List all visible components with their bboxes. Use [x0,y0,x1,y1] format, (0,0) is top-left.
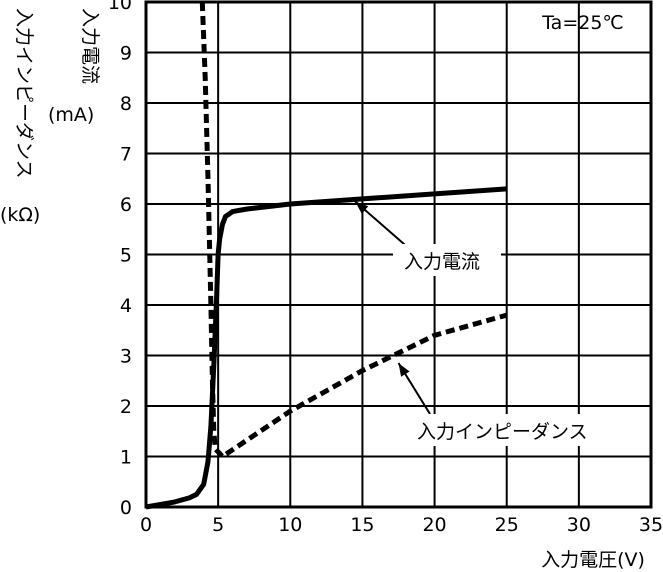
x-tick-label: 10 [278,514,302,536]
y-tick-label: 3 [120,346,132,368]
x-axis-label: 入力電圧(V) [541,549,645,571]
annotation-impedance-label: 入力インピーダンス [417,421,588,443]
y-tick-labels: 0 1 2 3 4 5 6 7 8 9 10 [108,0,132,519]
x-tick-label: 35 [639,514,663,536]
y-tick-label: 7 [120,144,132,166]
y-tick-label: 4 [120,295,132,317]
x-tick-label: 25 [495,514,519,536]
annotation-arrowhead [398,363,410,377]
annotation-bg-current [393,244,501,276]
y-tick-label: 9 [120,43,132,65]
y-tick-label: 0 [120,497,132,519]
y-tick-label: 2 [120,396,132,418]
x-tick-label: 15 [350,514,374,536]
annotation-bg-impedance [408,414,608,446]
annotations [354,200,431,415]
y-tick-label: 1 [120,447,132,469]
condition-label: Ta=25℃ [541,12,624,34]
y2-axis-label-line1: 入力インピーダンス [13,8,35,179]
annotation-current-label: 入力電流 [404,251,480,273]
y-axis-label-line1: 入力電流 [79,8,101,84]
y-tick-label: 10 [108,0,132,14]
series-group [145,1,508,510]
annotation-arrowhead [355,201,369,214]
y-tick-label: 8 [120,93,132,115]
y-tick-label: 6 [120,194,132,216]
x-tick-label: 0 [140,514,152,536]
x-tick-labels: 0 5 10 15 20 25 30 35 [140,514,663,536]
y-tick-label: 5 [120,245,132,267]
x-tick-label: 20 [422,514,446,536]
y2-axis-label-line2: (kΩ) [0,204,40,226]
y-axis-label-line2: (mA) [48,104,94,126]
x-tick-label: 30 [567,514,591,536]
x-tick-label: 5 [212,514,224,536]
impedance-series-line [199,1,508,459]
plot-frame [144,0,653,509]
current-series-line [145,186,507,510]
